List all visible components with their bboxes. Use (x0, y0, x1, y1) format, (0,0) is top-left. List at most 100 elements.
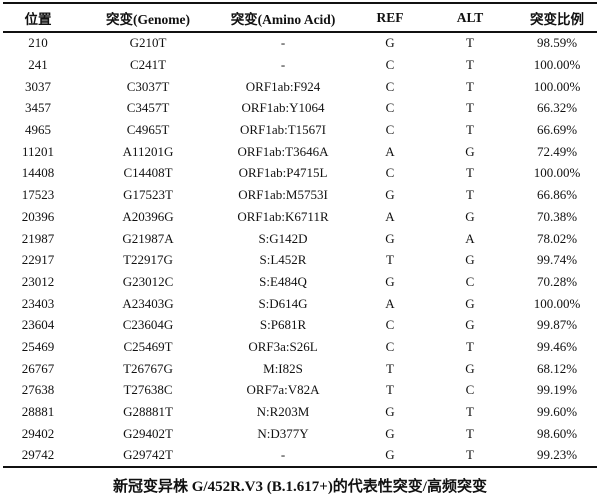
table-row: 241 C241T - C T 100.00% (3, 54, 597, 76)
header-alt: ALT (456, 9, 484, 25)
cell-amino-acid-mutation: S:L452R (259, 252, 307, 268)
cell-ref: T (386, 360, 394, 376)
table-caption: 新冠变异株 G/452R.V3 (B.1.617+)的代表性突变/高频突变 (113, 479, 487, 495)
table-row: 210 G210T - G T 98.59% (3, 33, 597, 55)
cell-position: 28881 (21, 404, 55, 420)
table-row: 4965 C4965T ORF1ab:T1567I C T 66.69% (3, 119, 597, 141)
cell-ref: C (385, 122, 395, 138)
cell-genome-mutation: T27638C (123, 382, 173, 398)
cell-alt: T (466, 57, 474, 73)
cell-mutation-ratio: 99.74% (536, 252, 578, 268)
table-row: 27638 T27638C ORF7a:V82A T C 99.19% (3, 380, 597, 402)
cell-genome-mutation: G29402T (123, 425, 173, 441)
table-header-row: 位置 突变(Genome) 突变(Amino Acid) REF ALT 突变比例 (3, 4, 597, 31)
cell-genome-mutation: G21987A (122, 230, 174, 246)
cell-genome-mutation: T22917G (123, 252, 173, 268)
cell-position: 27638 (21, 382, 55, 398)
cell-amino-acid-mutation: ORF1ab:Y1064 (241, 100, 325, 116)
cell-position: 210 (28, 35, 48, 51)
cell-ref: T (386, 382, 394, 398)
table-body: 210 G210T - G T 98.59% 241 C241T - C T 100.00% 3037 C… (3, 33, 597, 467)
cell-ref: G (385, 273, 395, 289)
cell-amino-acid-mutation: - (280, 57, 286, 73)
header-genome-mutation: 突变(Genome) (106, 11, 190, 27)
cell-mutation-ratio: 66.32% (536, 100, 578, 116)
table-row: 11201 A11201G ORF1ab:T3646A A G 72.49% (3, 141, 597, 163)
cell-genome-mutation: G29742T (123, 447, 173, 463)
cell-amino-acid-mutation: S:P681R (259, 317, 307, 333)
cell-ref: G (385, 447, 395, 463)
table-row: 3037 C3037T ORF1ab:F924 C T 100.00% (3, 76, 597, 98)
cell-amino-acid-mutation: M:I82S (263, 360, 303, 376)
table-bottom-rule (3, 466, 597, 469)
cell-amino-acid-mutation: S:D614G (258, 295, 308, 311)
table-top-rule (3, 2, 597, 4)
cell-amino-acid-mutation: ORF1ab:T3646A (237, 143, 329, 159)
cell-ref: C (385, 78, 395, 94)
cell-amino-acid-mutation: ORF1ab:P4715L (238, 165, 328, 181)
cell-mutation-ratio: 78.02% (536, 230, 578, 246)
cell-mutation-ratio: 100.00% (533, 57, 581, 73)
cell-amino-acid-mutation: - (280, 35, 286, 51)
cell-position: 23403 (21, 295, 55, 311)
cell-amino-acid-mutation: ORF1ab:T1567I (240, 122, 326, 138)
cell-ref: C (385, 338, 395, 354)
mutation-table: 位置 突变(Genome) 突变(Amino Acid) REF ALT 突变比例 210… (3, 2, 597, 469)
cell-genome-mutation: C23604G (122, 317, 174, 333)
cell-mutation-ratio: 100.00% (533, 295, 581, 311)
cell-position: 23604 (21, 317, 55, 333)
cell-alt: T (466, 338, 474, 354)
cell-amino-acid-mutation: ORF3a:S26L (248, 338, 318, 354)
cell-position: 3457 (25, 100, 51, 116)
table-row: 14408 C14408T ORF1ab:P4715L C T 100.00% (3, 163, 597, 185)
cell-position: 17523 (21, 187, 55, 203)
cell-amino-acid-mutation: S:G142D (258, 230, 308, 246)
table-row: 21987 G21987A S:G142D G A 78.02% (3, 228, 597, 250)
cell-ref: G (385, 404, 395, 420)
header-position: 位置 (24, 11, 52, 27)
table-row: 23403 A23403G S:D614G A G 100.00% (3, 293, 597, 315)
cell-position: 21987 (21, 230, 55, 246)
cell-ref: C (385, 317, 395, 333)
cell-ref: C (385, 100, 395, 116)
cell-genome-mutation: C241T (129, 57, 167, 73)
cell-ref: A (385, 143, 395, 159)
cell-genome-mutation: G28881T (123, 404, 173, 420)
cell-alt: T (466, 187, 474, 203)
cell-mutation-ratio: 99.23% (536, 447, 578, 463)
cell-amino-acid-mutation: N:R203M (256, 404, 310, 420)
cell-mutation-ratio: 98.59% (536, 35, 578, 51)
cell-alt: T (466, 100, 474, 116)
header-ref: REF (376, 9, 404, 25)
cell-amino-acid-mutation: ORF7a:V82A (246, 382, 320, 398)
cell-mutation-ratio: 99.46% (536, 338, 578, 354)
cell-position: 29402 (21, 425, 55, 441)
cell-position: 3037 (25, 78, 51, 94)
cell-genome-mutation: C14408T (123, 165, 173, 181)
table-row: 3457 C3457T ORF1ab:Y1064 C T 66.32% (3, 98, 597, 120)
cell-position: 22917 (21, 252, 55, 268)
cell-alt: C (465, 273, 475, 289)
cell-mutation-ratio: 66.69% (536, 122, 578, 138)
cell-alt: T (466, 425, 474, 441)
cell-amino-acid-mutation: ORF1ab:K6711R (237, 208, 329, 224)
table-row: 29742 G29742T - G T 99.23% (3, 445, 597, 467)
cell-genome-mutation: G23012C (122, 273, 174, 289)
cell-mutation-ratio: 99.87% (536, 317, 578, 333)
header-amino-acid-mutation: 突变(Amino Acid) (230, 11, 336, 27)
cell-alt: G (465, 317, 475, 333)
cell-ref: G (385, 425, 395, 441)
cell-ref: G (385, 230, 395, 246)
cell-position: 20396 (21, 208, 55, 224)
cell-position: 4965 (25, 122, 51, 138)
cell-mutation-ratio: 70.28% (536, 273, 578, 289)
cell-genome-mutation: C3037T (126, 78, 170, 94)
cell-alt: C (465, 382, 475, 398)
cell-ref: G (385, 187, 395, 203)
cell-mutation-ratio: 99.19% (536, 382, 578, 398)
cell-ref: T (386, 252, 394, 268)
cell-mutation-ratio: 100.00% (533, 78, 581, 94)
cell-ref: C (385, 57, 395, 73)
cell-amino-acid-mutation: ORF1ab:F924 (245, 78, 321, 94)
cell-position: 25469 (21, 338, 55, 354)
